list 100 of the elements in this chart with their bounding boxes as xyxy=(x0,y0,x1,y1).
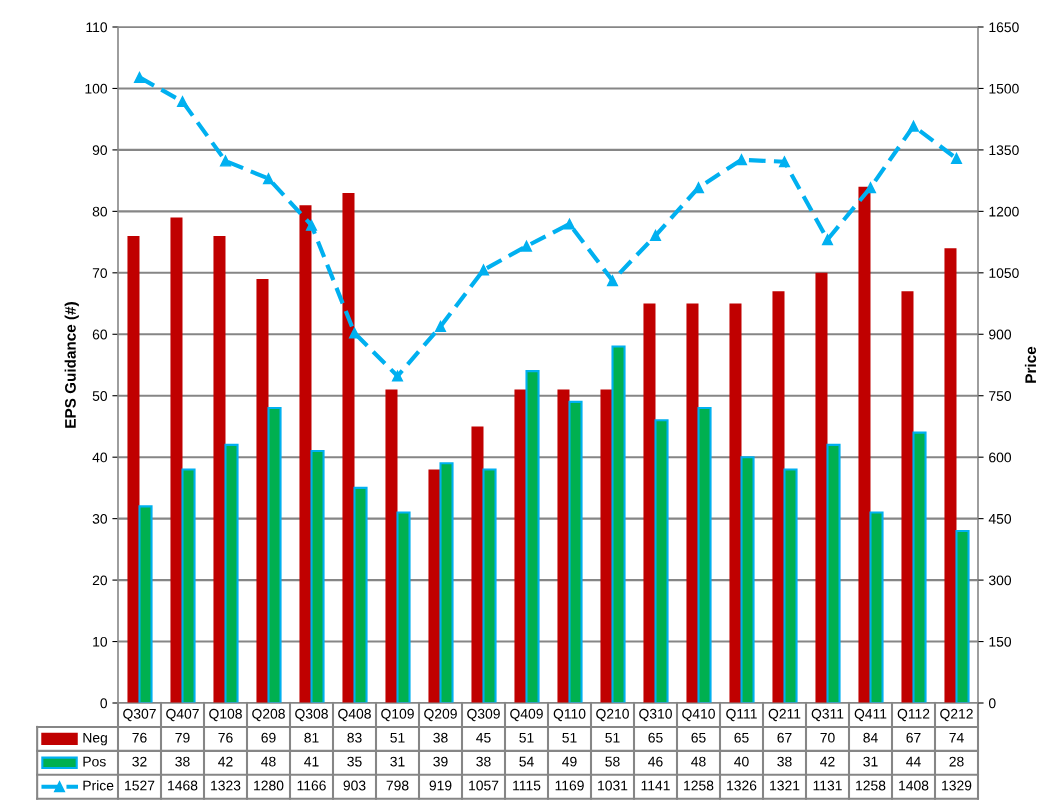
data-label: 1169 xyxy=(555,780,584,791)
data-label: 67 xyxy=(906,732,921,743)
data-label: 58 xyxy=(605,756,620,767)
x-tick-label: Q112 xyxy=(897,708,930,722)
bar xyxy=(686,303,699,703)
point xyxy=(821,234,834,246)
data-label: 51 xyxy=(605,732,620,743)
x-tick-label: Q408 xyxy=(338,708,371,722)
y2-tick-label: 1650 xyxy=(989,22,1019,33)
data-label: 42 xyxy=(820,756,835,767)
point xyxy=(735,154,748,166)
y2-tick-label: 0 xyxy=(988,698,996,709)
bar xyxy=(181,468,196,703)
point xyxy=(606,275,619,287)
y-tick-label: 80 xyxy=(92,206,108,217)
data-label: 1468 xyxy=(168,780,198,791)
bar xyxy=(213,235,226,703)
data-label: 40 xyxy=(734,756,749,767)
data-label: 38 xyxy=(777,756,792,767)
y2-tick-label: 450 xyxy=(988,513,1012,524)
data-label: 1131 xyxy=(813,780,842,791)
data-label: 38 xyxy=(433,732,448,743)
y2-tick-label: 1200 xyxy=(989,206,1019,217)
point xyxy=(219,155,232,167)
data-label: 51 xyxy=(562,732,577,743)
point xyxy=(176,96,189,108)
y-tick-label: 40 xyxy=(92,452,108,463)
y-tick-label: 60 xyxy=(92,329,108,340)
bar xyxy=(557,389,570,703)
x-tick-label: Q110 xyxy=(553,708,586,722)
data-label: 1280 xyxy=(254,780,284,791)
point xyxy=(649,229,662,242)
point xyxy=(305,219,318,231)
point xyxy=(778,156,791,168)
data-label: 1258 xyxy=(684,780,714,791)
y-tick-label: 30 xyxy=(92,513,108,524)
bar xyxy=(611,345,626,703)
x-tick-label: Q209 xyxy=(424,708,457,722)
data-label: 1057 xyxy=(469,780,499,791)
x-tick-label: Q410 xyxy=(682,708,715,722)
bar xyxy=(482,468,497,703)
bar xyxy=(815,272,828,703)
point xyxy=(262,173,275,185)
point xyxy=(133,71,146,83)
x-tick-label: Q210 xyxy=(596,708,629,722)
bar xyxy=(439,462,454,703)
point xyxy=(477,264,490,276)
bar xyxy=(912,431,927,703)
x-tick-label: Q111 xyxy=(726,708,757,722)
y2-tick-label: 300 xyxy=(988,575,1012,586)
x-tick-label: Q309 xyxy=(467,708,500,722)
data-label: 1258 xyxy=(856,780,886,791)
bar xyxy=(428,469,441,703)
data-label: 32 xyxy=(132,756,147,767)
bar xyxy=(643,303,656,703)
data-label: 44 xyxy=(906,756,921,767)
legend-label: Neg xyxy=(83,732,107,746)
data-label: 1408 xyxy=(899,780,929,791)
data-label: 39 xyxy=(433,756,448,767)
bar xyxy=(396,511,411,703)
bar xyxy=(772,291,785,703)
data-label: 31 xyxy=(863,756,878,767)
bar xyxy=(568,400,583,703)
bar xyxy=(901,291,914,703)
data-label: 76 xyxy=(218,732,233,743)
bar xyxy=(525,370,540,703)
y-tick-label: 20 xyxy=(92,575,108,586)
bar xyxy=(740,456,755,703)
data-label: 65 xyxy=(648,732,663,743)
x-tick-label: Q108 xyxy=(209,708,242,722)
bar xyxy=(783,468,798,703)
data-label: 51 xyxy=(519,732,534,743)
y-tick-label: 100 xyxy=(85,83,108,94)
y-axis-title: EPS Guidance (#) xyxy=(64,302,79,428)
x-tick-label: Q211 xyxy=(768,708,801,722)
data-label: 1326 xyxy=(727,780,757,791)
bar xyxy=(944,248,957,703)
data-label: 51 xyxy=(390,732,405,743)
point xyxy=(864,182,877,194)
data-label: 1115 xyxy=(513,780,541,791)
point xyxy=(434,320,447,333)
data-label: 28 xyxy=(949,756,964,767)
y2-tick-label: 900 xyxy=(989,329,1012,340)
data-label: 1166 xyxy=(297,780,326,791)
data-label: 1329 xyxy=(942,780,972,791)
data-label: 67 xyxy=(777,732,792,743)
data-label: 798 xyxy=(386,780,409,791)
y-tick-label: 50 xyxy=(92,391,108,401)
bar xyxy=(869,511,884,703)
x-tick-label: Q307 xyxy=(123,708,156,722)
y-tick-label: 0 xyxy=(100,698,108,709)
x-tick-label: Q109 xyxy=(381,708,414,722)
bar xyxy=(299,205,312,703)
y2-tick-label: 150 xyxy=(989,636,1012,647)
y2-tick-label: 750 xyxy=(989,391,1012,401)
y2-tick-label: 600 xyxy=(989,452,1012,463)
bar xyxy=(267,406,282,703)
point xyxy=(907,120,920,132)
data-label: 49 xyxy=(562,756,577,767)
data-label: 84 xyxy=(863,732,878,743)
